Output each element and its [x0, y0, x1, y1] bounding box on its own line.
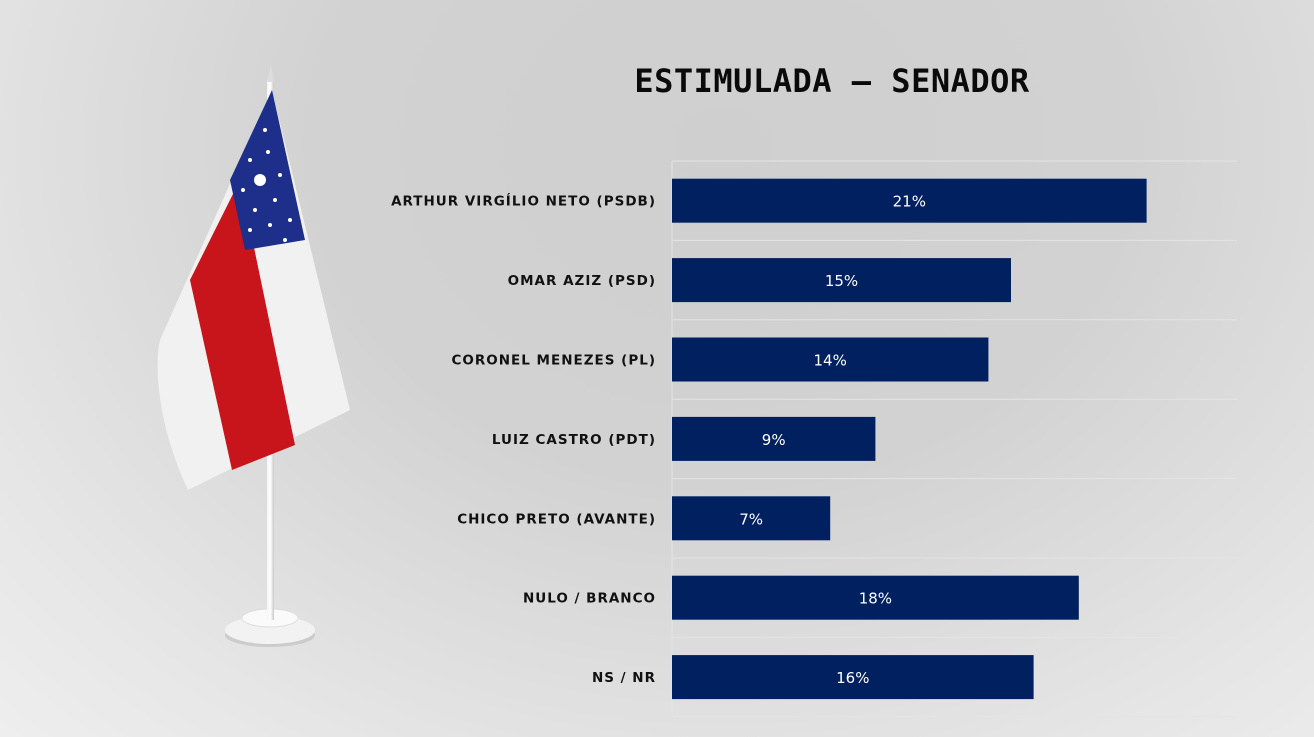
bar: [672, 416, 876, 461]
category-label: CHICO PRETO (AVANTE): [457, 511, 656, 527]
bar: [672, 337, 989, 382]
category-label: LUIZ CASTRO (PDT): [492, 432, 656, 448]
bar: [672, 496, 831, 541]
data-label: 9%: [762, 431, 786, 449]
amazonas-flag-icon: [157, 65, 350, 647]
bar: [672, 178, 1147, 223]
bar: [672, 655, 1034, 700]
category-label: NULO / BRANCO: [523, 591, 656, 607]
data-label: 21%: [893, 193, 926, 211]
category-label: NS / NR: [592, 670, 656, 686]
data-label: 7%: [739, 510, 763, 528]
category-label: ARTHUR VIRGÍLIO NETO (PSDB): [391, 193, 656, 210]
data-label: 15%: [825, 272, 858, 290]
data-label: 18%: [859, 590, 892, 608]
data-label: 16%: [836, 669, 869, 687]
category-label: CORONEL MENEZES (PL): [451, 353, 656, 369]
bar: [672, 575, 1079, 620]
data-label: 14%: [814, 352, 847, 370]
category-label: OMAR AZIZ (PSD): [508, 273, 656, 289]
bar: [672, 258, 1011, 303]
chart-title: ESTIMULADA – SENADOR: [634, 62, 1030, 100]
